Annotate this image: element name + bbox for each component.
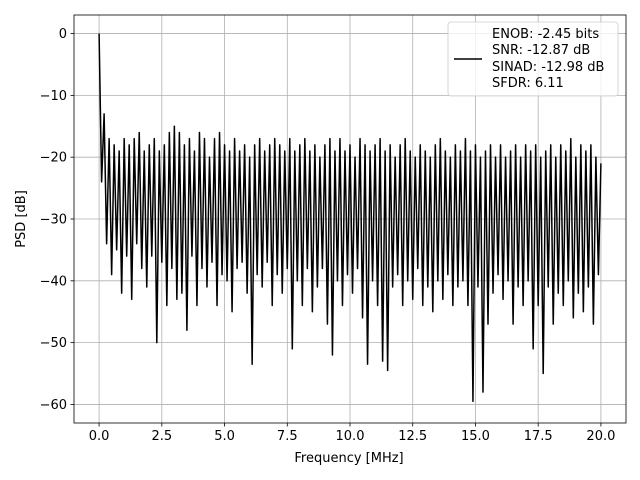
y-tick-label: −40 bbox=[40, 274, 67, 289]
x-tick-label: 2.5 bbox=[151, 429, 172, 444]
legend-sinad: SINAD: -12.98 dB bbox=[492, 60, 604, 75]
x-tick-label: 15.0 bbox=[461, 429, 490, 444]
axis-ticks: 0.0 2.5 5.0 7.5 10.0 12.5 15.0 17.5 20.0 0 −10 −20 −… bbox=[40, 27, 616, 444]
y-tick-label: −30 bbox=[40, 213, 67, 228]
x-tick-label: 17.5 bbox=[524, 429, 553, 444]
x-tick-label: 20.0 bbox=[586, 429, 615, 444]
psd-series-line bbox=[98, 33, 602, 403]
y-tick-label: 0 bbox=[59, 27, 67, 42]
legend-sfdr: SFDR: 6.11 bbox=[492, 76, 564, 91]
x-tick-label: 10.0 bbox=[336, 429, 365, 444]
legend-box bbox=[447, 21, 619, 97]
x-tick-label: 12.5 bbox=[398, 429, 427, 444]
legend-snr: SNR: -12.87 dB bbox=[492, 43, 590, 58]
y-tick-label: −50 bbox=[40, 336, 67, 351]
plot-frame bbox=[73, 14, 627, 424]
legend: ENOB: -2.45 bits SNR: -12.87 dB SINAD: -… bbox=[447, 21, 619, 97]
y-tick-label: −20 bbox=[40, 151, 67, 166]
legend-enob: ENOB: -2.45 bits bbox=[492, 27, 599, 42]
x-tick-label: 5.0 bbox=[214, 429, 235, 444]
y-tick-label: −60 bbox=[40, 398, 67, 413]
x-tick-label: 7.5 bbox=[277, 429, 298, 444]
x-axis-label: Frequency [MHz] bbox=[294, 451, 403, 466]
x-tick-label: 0.0 bbox=[89, 429, 110, 444]
y-tick-label: −10 bbox=[40, 89, 67, 104]
y-axis-label: PSD [dB] bbox=[14, 190, 29, 248]
